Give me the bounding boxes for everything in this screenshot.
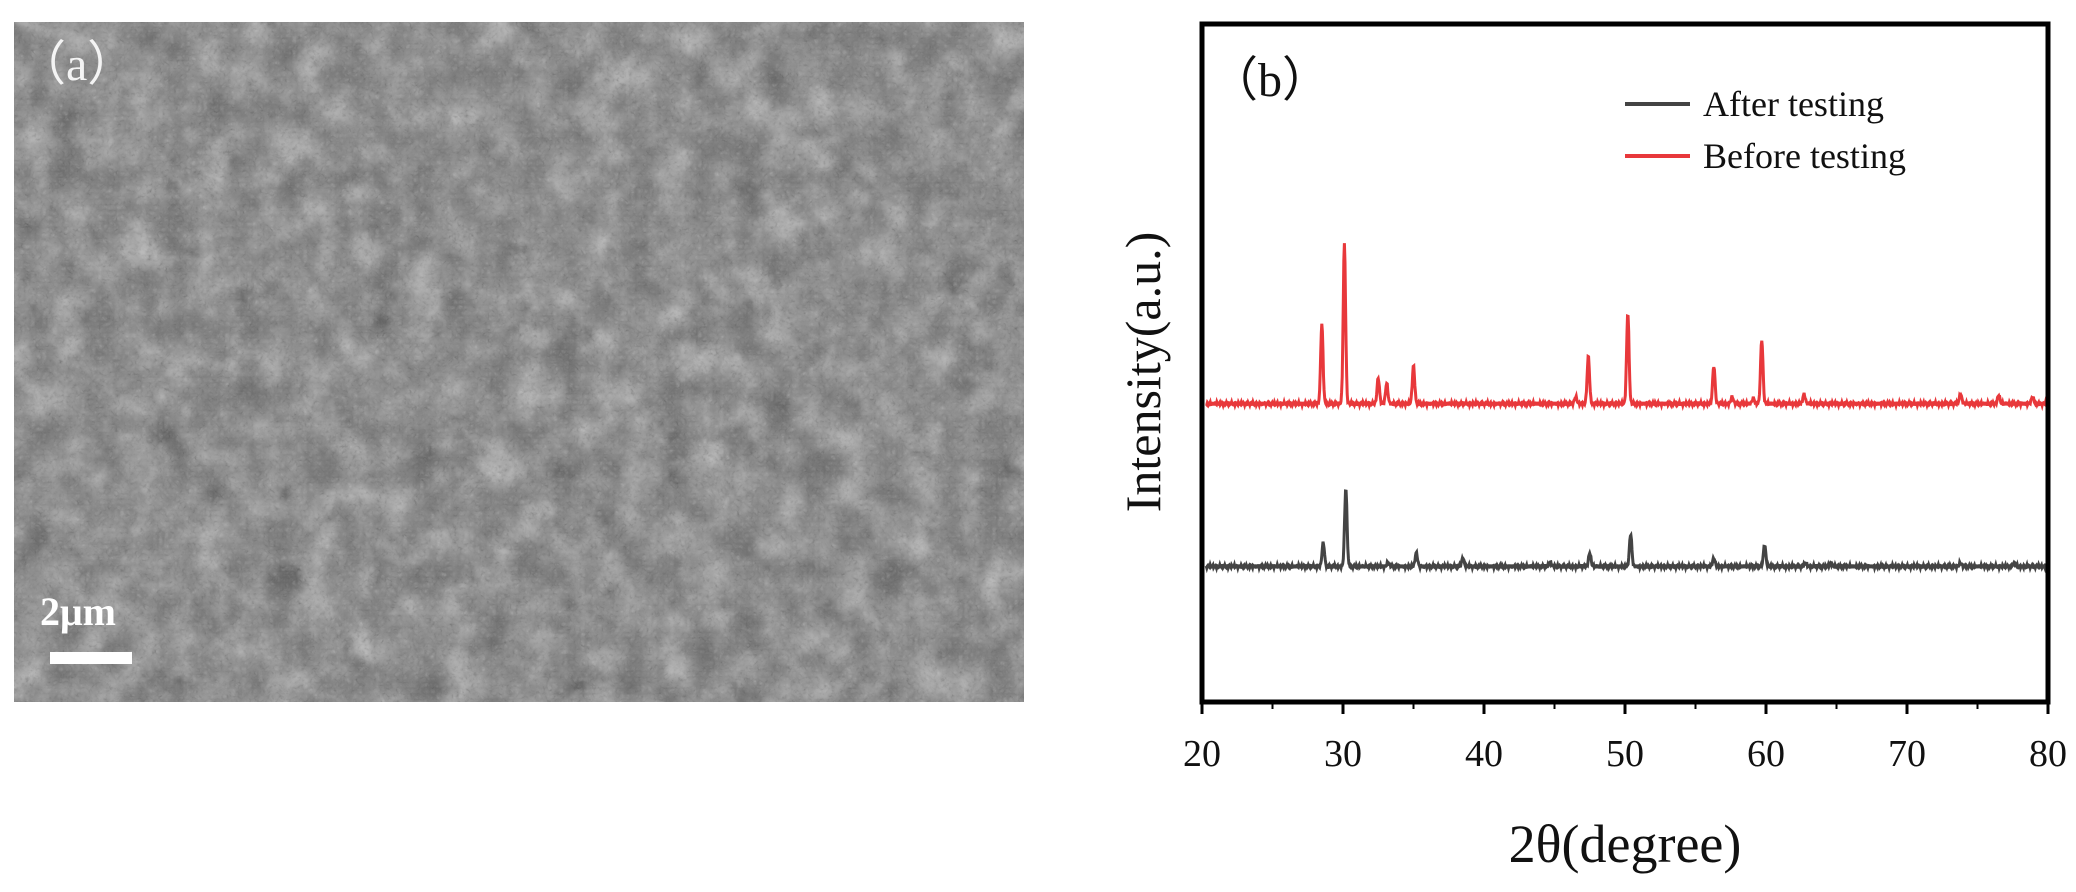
x-tick-label: 30 xyxy=(1324,733,1362,775)
sem-micrograph xyxy=(14,22,1024,702)
series-line-1 xyxy=(1204,489,2049,575)
scale-bar-label: 2μm xyxy=(40,589,116,634)
panel-b-label: （b） xyxy=(1210,54,1331,107)
x-tick-label: 40 xyxy=(1465,733,1503,775)
x-tick-label: 80 xyxy=(2029,733,2067,775)
scale-bar xyxy=(50,652,132,664)
sem-texture xyxy=(14,22,1024,702)
panel-a-label: （a） xyxy=(18,38,136,91)
x-axis-ticks: 20 30 40 50 60 70 80 xyxy=(1183,702,2067,775)
legend-label-1: After testing xyxy=(1703,84,1884,124)
x-tick-label: 60 xyxy=(1747,733,1785,775)
x-axis-label: 2θ(degree) xyxy=(1509,814,1742,874)
legend-label-2: Before testing xyxy=(1703,136,1906,176)
series-line-2 xyxy=(1205,243,2048,412)
x-tick-label: 20 xyxy=(1183,733,1221,775)
x-tick-label: 70 xyxy=(1888,733,1926,775)
xrd-chart: 20 30 40 50 60 70 80 Intensity(a.u.) 2θ(degree… xyxy=(1115,21,2067,874)
legend: After testing Before testing xyxy=(1625,84,1906,176)
y-axis-label: Intensity(a.u.) xyxy=(1115,232,1171,512)
plot-lines xyxy=(1204,243,2049,575)
x-tick-label: 50 xyxy=(1606,733,1644,775)
